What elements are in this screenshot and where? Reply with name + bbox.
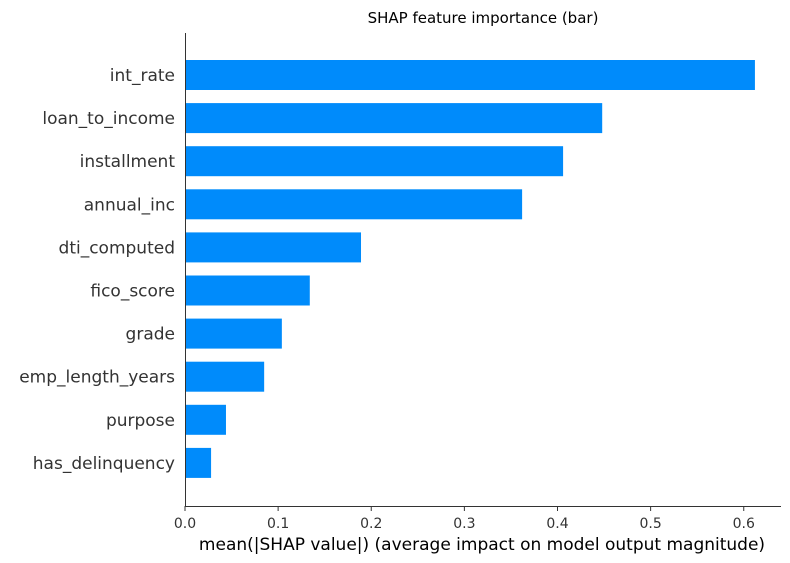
- x-tick-label: 0.2: [360, 516, 382, 532]
- category-label: has_delinquency: [33, 454, 175, 474]
- category-label: installment: [80, 152, 176, 172]
- bar-int-rate: [185, 60, 755, 90]
- category-label: purpose: [106, 411, 175, 431]
- x-tick-label: 0.3: [453, 516, 475, 532]
- bar-emp-length-years: [185, 361, 265, 392]
- x-axis-ticks: 0.0 0.1 0.2 0.3 0.4 0.5 0.6: [174, 506, 755, 532]
- x-tick-label: 0.6: [733, 516, 755, 532]
- x-tick-label: 0.1: [267, 516, 289, 532]
- category-label: int_rate: [110, 66, 175, 86]
- bar-annual-inc: [185, 189, 523, 220]
- bar-purpose: [185, 404, 226, 435]
- bar-installment: [185, 146, 564, 177]
- x-tick-label: 0.4: [546, 516, 568, 532]
- bar-has-delinquency: [185, 447, 212, 478]
- category-label: fico_score: [90, 282, 175, 302]
- bar-fico-score: [185, 275, 310, 306]
- category-label: annual_inc: [84, 195, 175, 215]
- category-label: loan_to_income: [42, 109, 175, 129]
- bar-dti-computed: [185, 232, 362, 263]
- category-labels: int_rate loan_to_income installment annual_…: [19, 66, 175, 474]
- x-axis-label: mean(|SHAP value|) (average impact on mo…: [199, 535, 765, 555]
- category-label: emp_length_years: [19, 368, 175, 388]
- category-label: grade: [126, 325, 175, 345]
- x-tick-label: 0.0: [174, 516, 196, 532]
- bars-group: [185, 60, 755, 478]
- category-label: dti_computed: [59, 238, 175, 258]
- bar-loan-to-income: [185, 103, 603, 134]
- chart-title: SHAP feature importance (bar): [368, 9, 599, 27]
- x-tick-label: 0.5: [639, 516, 661, 532]
- bar-grade: [185, 318, 282, 349]
